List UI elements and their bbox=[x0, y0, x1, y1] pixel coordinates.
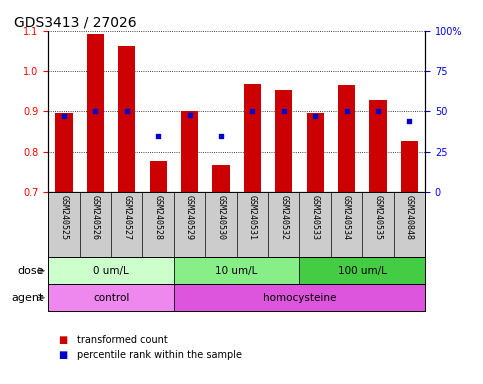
Text: percentile rank within the sample: percentile rank within the sample bbox=[77, 350, 242, 360]
Bar bbox=[299, 257, 425, 284]
Bar bbox=[174, 284, 425, 311]
Bar bbox=[56, 113, 72, 192]
Bar bbox=[401, 141, 418, 192]
Text: transformed count: transformed count bbox=[77, 335, 168, 345]
Bar bbox=[307, 113, 324, 192]
Bar bbox=[174, 257, 299, 284]
Bar bbox=[369, 100, 386, 192]
Point bbox=[92, 108, 99, 114]
Text: GSM240848: GSM240848 bbox=[405, 195, 414, 240]
Text: GSM240535: GSM240535 bbox=[373, 195, 383, 240]
Bar bbox=[181, 111, 198, 192]
Text: GSM240527: GSM240527 bbox=[122, 195, 131, 240]
Bar bbox=[338, 85, 355, 192]
Point bbox=[155, 132, 162, 139]
Text: 10 um/L: 10 um/L bbox=[215, 266, 258, 276]
Text: GSM240528: GSM240528 bbox=[154, 195, 163, 240]
Text: GSM240534: GSM240534 bbox=[342, 195, 351, 240]
Point bbox=[217, 132, 225, 139]
Bar bbox=[275, 90, 292, 192]
Text: agent: agent bbox=[11, 293, 43, 303]
Point bbox=[249, 108, 256, 114]
Bar bbox=[244, 84, 261, 192]
Point bbox=[123, 108, 131, 114]
Text: 100 um/L: 100 um/L bbox=[338, 266, 387, 276]
Text: GDS3413 / 27026: GDS3413 / 27026 bbox=[14, 16, 137, 30]
Bar bbox=[48, 257, 174, 284]
Bar bbox=[150, 161, 167, 192]
Text: control: control bbox=[93, 293, 129, 303]
Point bbox=[280, 108, 288, 114]
Text: ■: ■ bbox=[58, 335, 67, 345]
Bar bbox=[87, 34, 104, 192]
Text: 0 um/L: 0 um/L bbox=[93, 266, 129, 276]
Bar bbox=[213, 166, 229, 192]
Bar bbox=[48, 284, 174, 311]
Text: GSM240532: GSM240532 bbox=[279, 195, 288, 240]
Bar bbox=[118, 46, 135, 192]
Text: GSM240526: GSM240526 bbox=[91, 195, 100, 240]
Text: homocysteine: homocysteine bbox=[263, 293, 336, 303]
Point bbox=[186, 111, 194, 118]
Point bbox=[60, 113, 68, 119]
Point bbox=[343, 108, 351, 114]
Text: GSM240533: GSM240533 bbox=[311, 195, 320, 240]
Text: GSM240525: GSM240525 bbox=[59, 195, 69, 240]
Point bbox=[312, 113, 319, 119]
Point bbox=[406, 118, 413, 124]
Text: ■: ■ bbox=[58, 350, 67, 360]
Text: GSM240529: GSM240529 bbox=[185, 195, 194, 240]
Text: GSM240530: GSM240530 bbox=[216, 195, 226, 240]
Text: dose: dose bbox=[17, 266, 43, 276]
Point bbox=[374, 108, 382, 114]
Text: GSM240531: GSM240531 bbox=[248, 195, 257, 240]
